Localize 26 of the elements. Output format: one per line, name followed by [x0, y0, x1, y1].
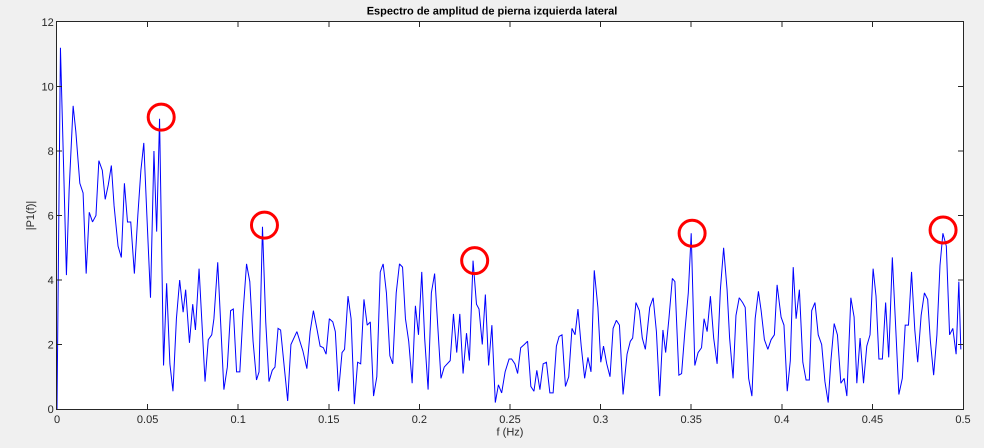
x-tick-label: 0.45: [862, 414, 884, 426]
y-tick-label: 8: [48, 146, 54, 158]
y-tick-label: 2: [48, 339, 54, 352]
point: [928, 216, 958, 244]
point: [146, 102, 176, 132]
chart-title: Espectro de amplitud de pierna izquierda lateral: [366, 5, 618, 18]
x-tick-label: 0.2: [412, 414, 428, 426]
point: [460, 246, 490, 276]
y-tick-label: 4: [48, 274, 54, 287]
point: [678, 218, 707, 248]
x-tick-label: 0.05: [136, 414, 158, 426]
x-tick-label: 0.35: [680, 414, 702, 426]
x-tick-label: 0.25: [499, 414, 521, 426]
y-tick-label: 0: [48, 404, 54, 416]
point: [250, 210, 279, 240]
y-tick-label: 12: [42, 16, 54, 29]
x-axis-title: f (Hz): [496, 426, 524, 438]
y-tick-label: 6: [48, 210, 54, 222]
y-axis-title: |P1(f)|: [25, 200, 38, 230]
x-tick-label: 0.15: [318, 414, 340, 426]
x-tick-label: 0.5: [955, 414, 971, 426]
line-series: [57, 47, 962, 409]
x-tick-label: 0.4: [774, 414, 790, 426]
x-tick-label: 0.1: [230, 414, 246, 426]
x-tick-label: 0.3: [592, 414, 608, 426]
y-tick-label: 10: [42, 81, 54, 94]
